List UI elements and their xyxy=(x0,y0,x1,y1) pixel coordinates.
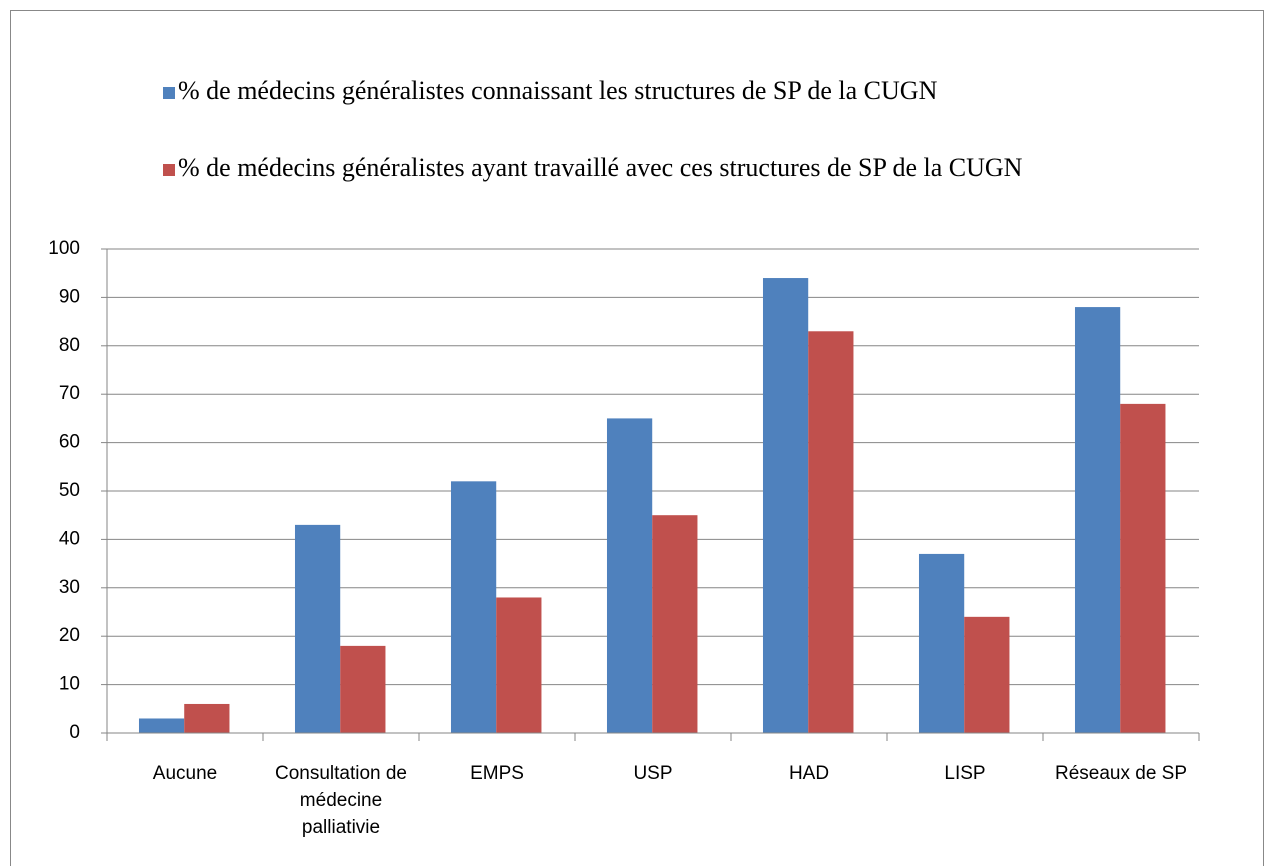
x-tick-label-box: Consultation de médecine palliativie xyxy=(274,763,408,838)
bar xyxy=(652,515,698,733)
x-tick-label-box: EMPS xyxy=(470,763,524,784)
x-tick-label: HAD xyxy=(788,763,830,784)
x-tick-label: Consultation de médecine palliativie xyxy=(274,763,408,838)
y-tick-label: 10 xyxy=(59,674,80,695)
x-tick-label: USP xyxy=(633,763,673,784)
bar xyxy=(450,481,497,733)
bar xyxy=(1074,307,1121,733)
x-tick-label-box: Réseaux de SP xyxy=(1054,763,1188,784)
bar xyxy=(184,703,230,733)
bar xyxy=(918,553,965,733)
y-tick-label: 30 xyxy=(59,577,80,598)
x-tick-label-box: USP xyxy=(633,763,673,784)
bar xyxy=(294,524,341,733)
x-tick-label-box: LISP xyxy=(944,763,986,784)
x-tick-label-box: Aucune xyxy=(152,763,218,784)
x-tick-label: EMPS xyxy=(470,763,524,784)
y-tick-label: 0 xyxy=(69,722,80,743)
y-tick-label: 80 xyxy=(59,335,80,356)
x-tick-label: Réseaux de SP xyxy=(1054,763,1188,784)
y-tick-label: 60 xyxy=(59,432,80,453)
legend-label: % de médecins généralistes ayant travail… xyxy=(178,153,1023,182)
bar xyxy=(762,278,809,733)
legend-swatch xyxy=(163,164,175,176)
y-tick-label: 70 xyxy=(59,383,80,404)
y-tick-label: 100 xyxy=(48,238,80,259)
bar xyxy=(1120,403,1166,733)
bar xyxy=(606,418,653,733)
x-tick-label: Aucune xyxy=(152,763,218,784)
bar xyxy=(964,616,1010,733)
legend-swatch xyxy=(163,87,175,99)
y-tick-label: 50 xyxy=(59,480,80,501)
x-tick-label: LISP xyxy=(944,763,986,784)
x-tick-label-box: HAD xyxy=(788,763,830,784)
bar xyxy=(340,645,386,733)
bar xyxy=(808,331,854,733)
legend-label: % de médecins généralistes connaissant l… xyxy=(178,76,938,105)
bar xyxy=(496,597,542,733)
y-tick-label: 90 xyxy=(59,286,80,307)
y-tick-label: 20 xyxy=(59,625,80,646)
bar xyxy=(138,718,185,733)
y-tick-label: 40 xyxy=(59,528,80,549)
